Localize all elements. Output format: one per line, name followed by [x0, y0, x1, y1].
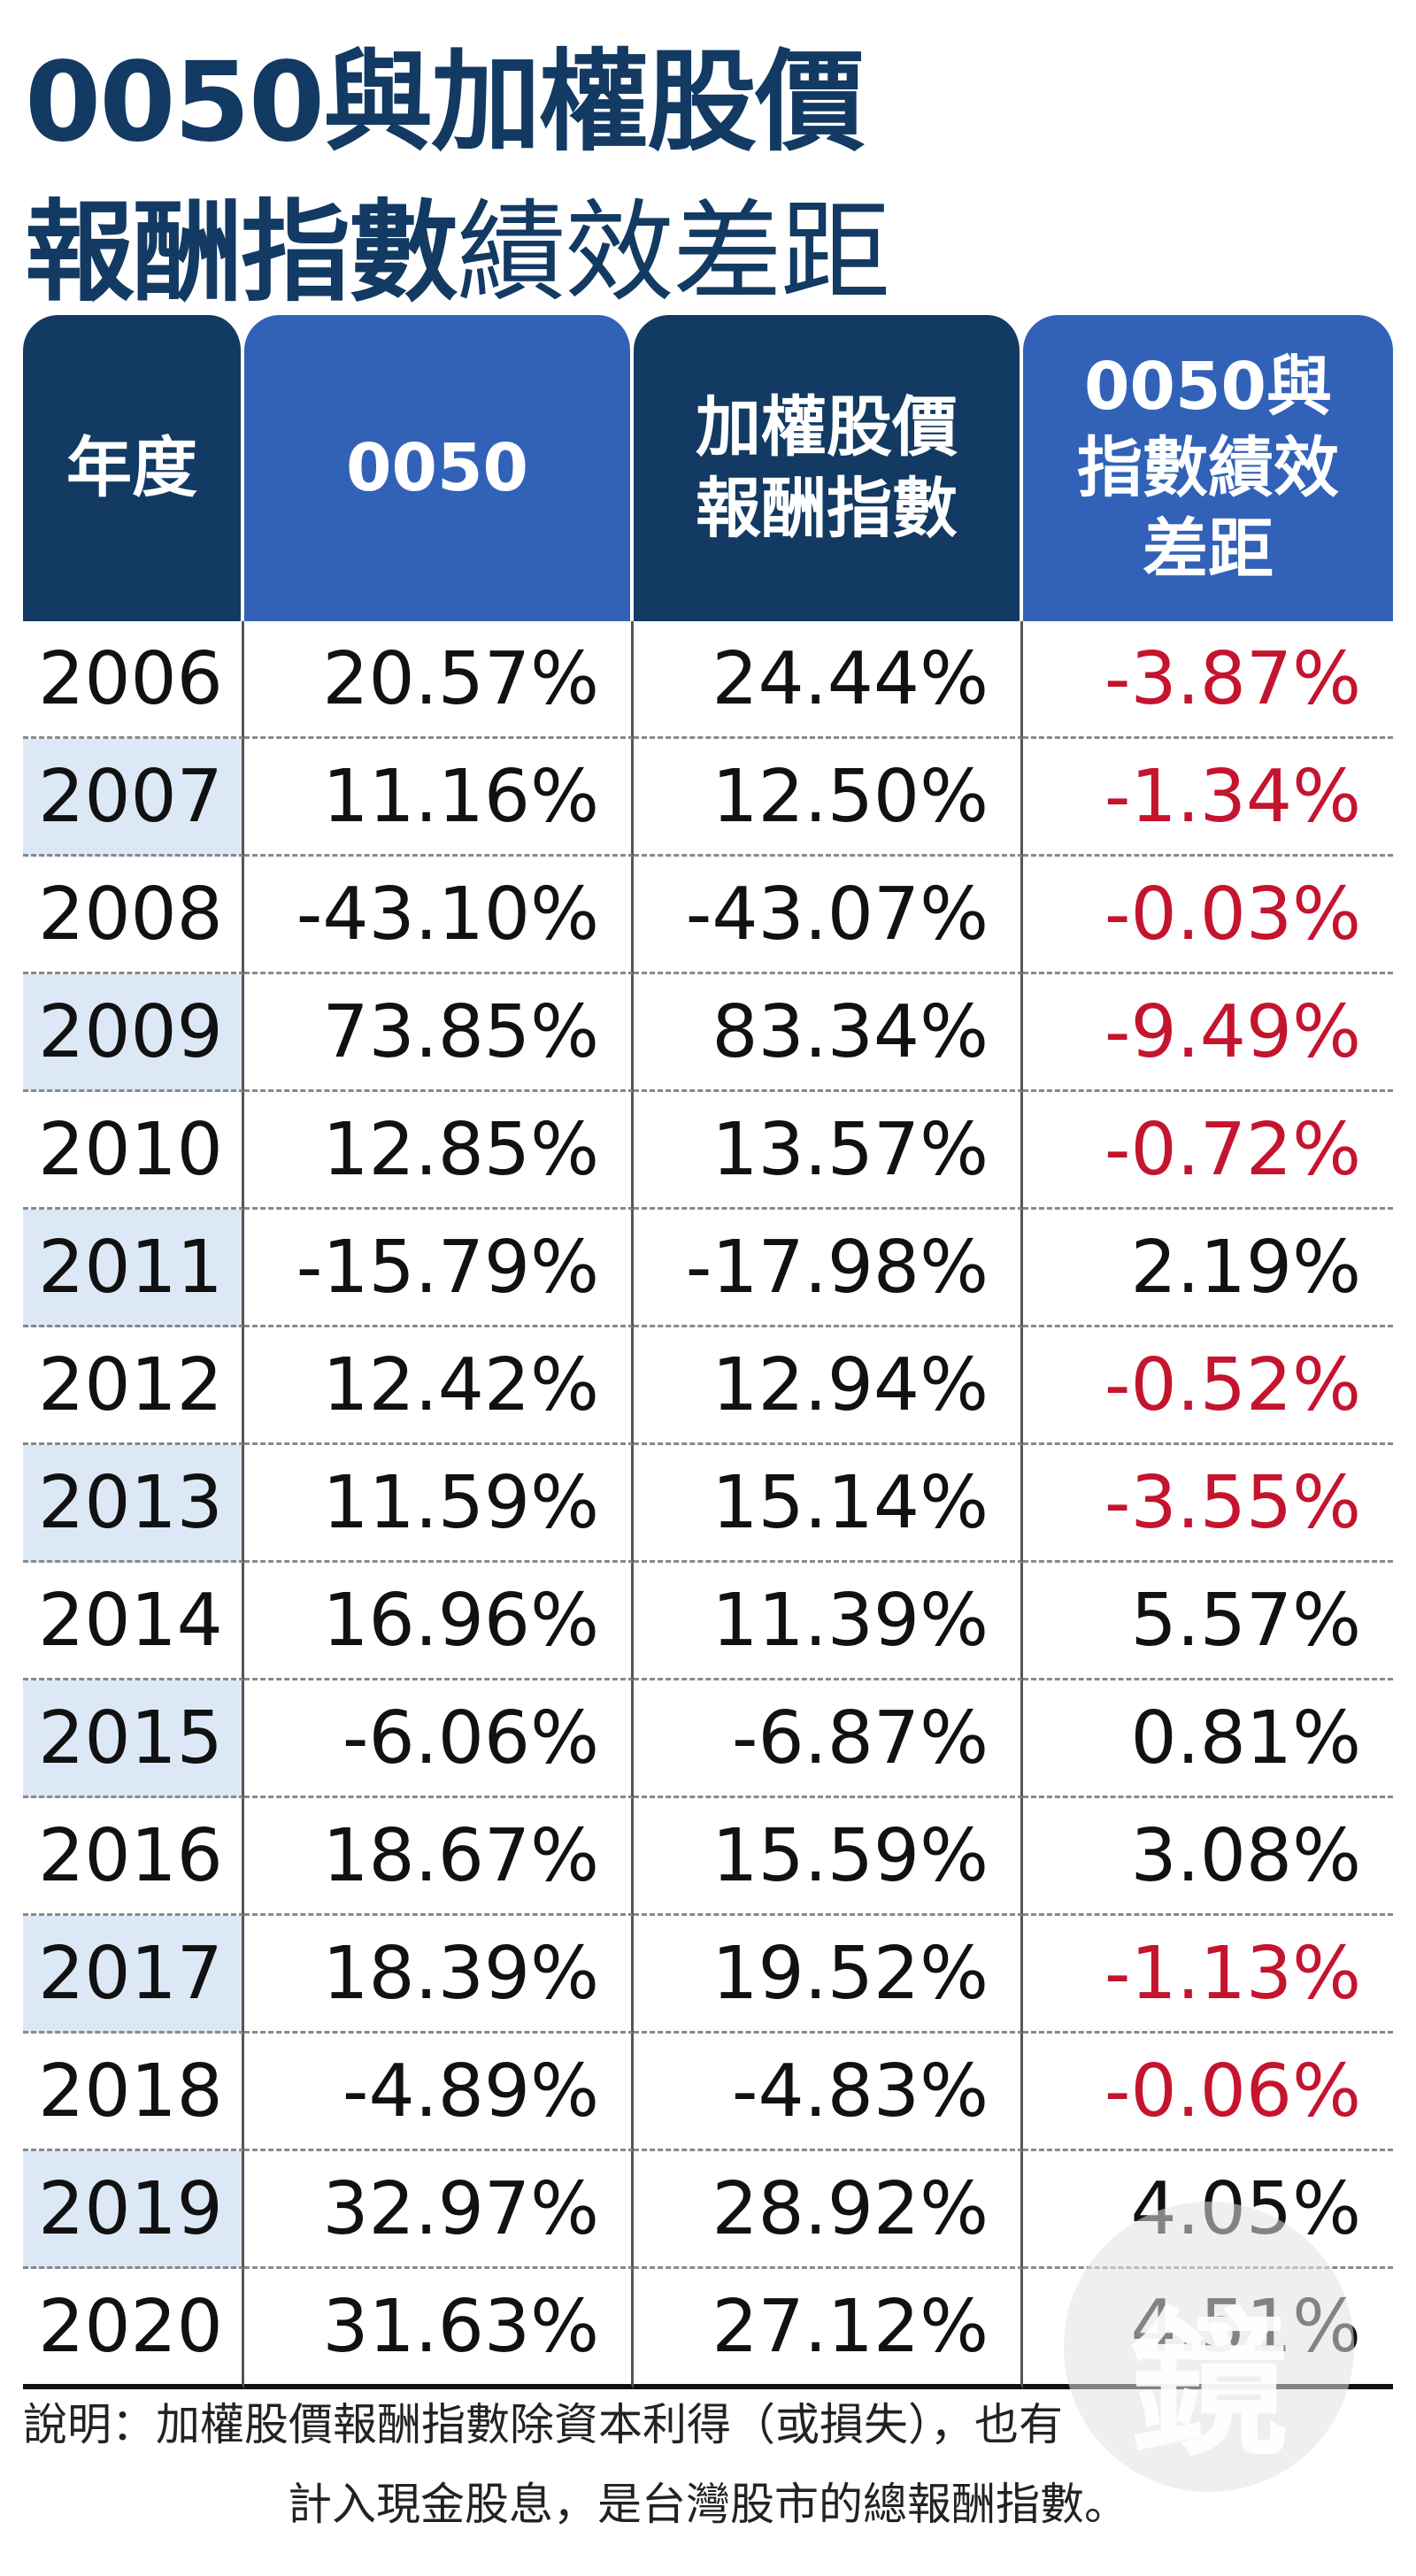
- chart-title-line1: 0050與加權股價: [25, 39, 865, 166]
- header-text-line: 報酬指數: [696, 471, 958, 547]
- table-row: 2017 18.39% 19.52% -1.13%: [23, 1916, 1393, 2034]
- etf-0050-return-cell: -6.06%: [244, 1680, 634, 1798]
- header-year: 年度: [23, 315, 244, 621]
- year-cell: 2006: [23, 621, 244, 739]
- index-return-cell: 12.50%: [634, 739, 1023, 857]
- index-return-cell: 28.92%: [634, 2151, 1023, 2269]
- etf-0050-return-cell: 31.63%: [244, 2269, 634, 2389]
- year-cell: 2007: [23, 739, 244, 857]
- footnote-line2: 計入現金股息，是台灣股市的總報酬指數。: [288, 2479, 1128, 2530]
- header-text-line: 差距: [1143, 511, 1274, 588]
- header-text-line: 指數績效: [1077, 430, 1339, 506]
- etf-0050-return-cell: 73.85%: [244, 974, 634, 1092]
- table-row: 2014 16.96% 11.39% 5.57%: [23, 1563, 1393, 1680]
- table-row: 2015 -6.06% -6.87% 0.81%: [23, 1680, 1393, 1798]
- etf-0050-return-cell: 16.96%: [244, 1563, 634, 1680]
- table-row: 2006 20.57% 24.44% -3.87%: [23, 621, 1393, 739]
- etf-0050-return-cell: 32.97%: [244, 2151, 634, 2269]
- header-performance-gap: 0050與 指數績效 差距: [1023, 315, 1393, 621]
- etf-0050-return-cell: -4.89%: [244, 2034, 634, 2151]
- year-cell: 2010: [23, 1092, 244, 1210]
- performance-gap-cell: -0.06%: [1023, 2034, 1393, 2151]
- etf-0050-return-cell: 18.67%: [244, 1798, 634, 1916]
- year-cell: 2019: [23, 2151, 244, 2269]
- index-return-cell: -17.98%: [634, 1210, 1023, 1327]
- header-text-line: 0050與: [1084, 349, 1332, 425]
- logo-glyph: 鏡: [1130, 2294, 1288, 2477]
- etf-0050-return-cell: 11.59%: [244, 1445, 634, 1563]
- header-text-line: 加權股價: [696, 389, 958, 465]
- performance-gap-cell: -3.55%: [1023, 1445, 1393, 1563]
- year-cell: 2018: [23, 2034, 244, 2151]
- performance-gap-cell: 5.57%: [1023, 1563, 1393, 1680]
- title-thin-part: 績效差距: [457, 189, 890, 317]
- etf-0050-return-cell: 12.42%: [244, 1327, 634, 1445]
- year-cell: 2008: [23, 857, 244, 974]
- table-body: 2006 20.57% 24.44% -3.87% 2007 11.16% 12.50% -1…: [23, 621, 1393, 2389]
- table-header: 年度 0050 加權股價 報酬指數 0050與 指數績效 差距: [23, 315, 1393, 621]
- etf-0050-return-cell: -43.10%: [244, 857, 634, 974]
- performance-gap-cell: -0.72%: [1023, 1092, 1393, 1210]
- performance-gap-cell: -1.34%: [1023, 739, 1393, 857]
- index-return-cell: -43.07%: [634, 857, 1023, 974]
- table-row: 2010 12.85% 13.57% -0.72%: [23, 1092, 1393, 1210]
- index-return-cell: 13.57%: [634, 1092, 1023, 1210]
- performance-gap-cell: -0.03%: [1023, 857, 1393, 974]
- footnote-line1: 說明：加權股價報酬指數除資本利得（或損失），也有: [23, 2399, 1063, 2450]
- etf-0050-return-cell: 11.16%: [244, 739, 634, 857]
- etf-0050-return-cell: 20.57%: [244, 621, 634, 739]
- year-cell: 2014: [23, 1563, 244, 1680]
- etf-0050-return-cell: 12.85%: [244, 1092, 634, 1210]
- performance-gap-cell: -9.49%: [1023, 974, 1393, 1092]
- etf-0050-return-cell: -15.79%: [244, 1210, 634, 1327]
- header-index-return: 加權股價 報酬指數: [634, 315, 1023, 621]
- table-row: 2009 73.85% 83.34% -9.49%: [23, 974, 1393, 1092]
- title-bold-part: 報酬指數: [25, 189, 458, 317]
- table-row: 2013 11.59% 15.14% -3.55%: [23, 1445, 1393, 1563]
- table-row: 2018 -4.89% -4.83% -0.06%: [23, 2034, 1393, 2151]
- year-cell: 2013: [23, 1445, 244, 1563]
- index-return-cell: -4.83%: [634, 2034, 1023, 2151]
- header-text-line: 年度: [66, 430, 197, 506]
- index-return-cell: 19.52%: [634, 1916, 1023, 2034]
- performance-table: 年度 0050 加權股價 報酬指數 0050與 指數績效 差距 2006 20.57% 24.4…: [23, 315, 1393, 2389]
- table-row: 2008 -43.10% -43.07% -0.03%: [23, 857, 1393, 974]
- index-return-cell: 11.39%: [634, 1563, 1023, 1680]
- table-row: 2011 -15.79% -17.98% 2.19%: [23, 1210, 1393, 1327]
- year-cell: 2011: [23, 1210, 244, 1327]
- index-return-cell: 12.94%: [634, 1327, 1023, 1445]
- performance-gap-cell: -0.52%: [1023, 1327, 1393, 1445]
- etf-0050-return-cell: 18.39%: [244, 1916, 634, 2034]
- header-text-line: 0050: [346, 430, 528, 506]
- year-cell: 2012: [23, 1327, 244, 1445]
- index-return-cell: -6.87%: [634, 1680, 1023, 1798]
- performance-gap-cell: 2.19%: [1023, 1210, 1393, 1327]
- performance-gap-cell: 3.08%: [1023, 1798, 1393, 1916]
- performance-gap-cell: -1.13%: [1023, 1916, 1393, 2034]
- header-0050: 0050: [244, 315, 634, 621]
- chart-title-line2: 報酬指數績效差距: [25, 163, 1405, 322]
- index-return-cell: 83.34%: [634, 974, 1023, 1092]
- index-return-cell: 15.14%: [634, 1445, 1023, 1563]
- year-cell: 2017: [23, 1916, 244, 2034]
- table-row: 2012 12.42% 12.94% -0.52%: [23, 1327, 1393, 1445]
- table-row: 2016 18.67% 15.59% 3.08%: [23, 1798, 1393, 1916]
- year-cell: 2020: [23, 2269, 244, 2389]
- index-return-cell: 24.44%: [634, 621, 1023, 739]
- year-cell: 2016: [23, 1798, 244, 1916]
- performance-gap-cell: 0.81%: [1023, 1680, 1393, 1798]
- performance-gap-cell: -3.87%: [1023, 621, 1393, 739]
- year-cell: 2015: [23, 1680, 244, 1798]
- table-row: 2007 11.16% 12.50% -1.34%: [23, 739, 1393, 857]
- index-return-cell: 27.12%: [634, 2269, 1023, 2389]
- index-return-cell: 15.59%: [634, 1798, 1023, 1916]
- publisher-logo-watermark: 鏡: [1064, 2202, 1354, 2492]
- year-cell: 2009: [23, 974, 244, 1092]
